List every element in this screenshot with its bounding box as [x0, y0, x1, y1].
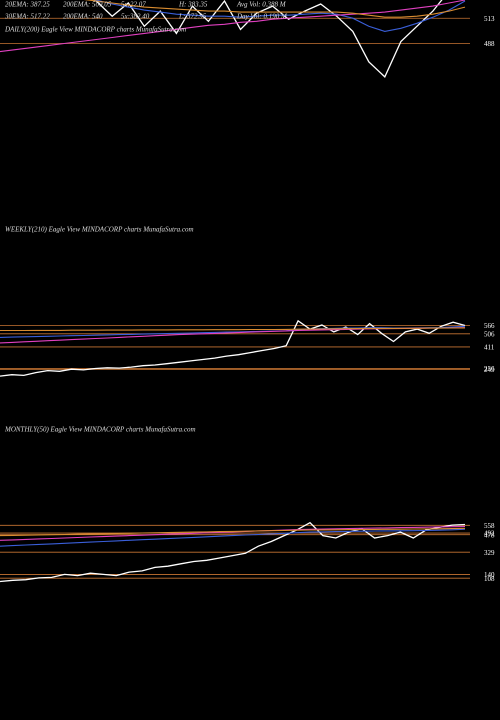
level-label: 488	[484, 40, 495, 48]
price-line	[93, 0, 443, 78]
level-label: 566	[484, 322, 495, 330]
level-label: 513	[484, 15, 495, 23]
price-line	[0, 319, 466, 377]
indicator-label: 30EMA: 517.22	[4, 13, 50, 21]
indicator-label: 5x:22.07	[121, 1, 146, 9]
plot-area	[0, 319, 466, 377]
level-label: 478	[484, 531, 495, 539]
average-line	[93, 0, 466, 32]
indicator-label: Avg Vol: 0.388 M	[236, 1, 287, 9]
indicator-label: 200EMA: 509.05	[63, 1, 112, 9]
panel-title: DAILY(200) Eagle View MINDACORP charts M…	[4, 26, 186, 34]
level-label: 108	[484, 575, 495, 583]
indicator-label: H: 383.35	[178, 1, 208, 9]
average-line	[0, 528, 466, 547]
average-line	[0, 0, 466, 53]
indicator-label: L: 372.95	[178, 13, 207, 21]
price-line	[0, 521, 466, 583]
level-label: 249	[484, 366, 495, 374]
level-label: 558	[484, 522, 495, 530]
level-label: 411	[484, 344, 495, 352]
average-line	[0, 527, 466, 537]
average-line	[83, 0, 466, 18]
plot-area	[0, 0, 466, 78]
indicator-label: 5x:382.40	[121, 13, 150, 21]
panel-title: WEEKLY(210) Eagle View MINDACORP charts …	[5, 226, 194, 234]
indicator-label: Day Vol: 0.190 M	[236, 13, 288, 21]
average-line	[0, 327, 466, 332]
level-label: 329	[484, 549, 495, 557]
level-label: 506	[484, 330, 495, 338]
level-label: 256	[484, 365, 495, 373]
indicator-label: 200EMA: 540	[63, 13, 103, 21]
panel-title: MONTHLY(50) Eagle View MINDACORP charts …	[4, 426, 196, 434]
plot-area	[0, 521, 466, 583]
level-label: 140	[484, 571, 495, 579]
level-label: 492	[484, 530, 495, 538]
indicator-label: 20EMA: 387.25	[5, 1, 50, 9]
